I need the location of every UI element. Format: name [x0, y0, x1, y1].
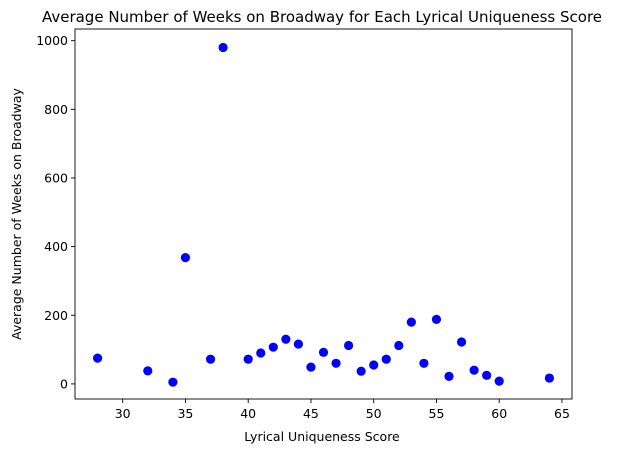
data-point [318, 347, 329, 357]
data-point [168, 377, 178, 387]
data-point [369, 360, 379, 370]
y-tick-label: 200 [44, 308, 68, 323]
data-point [344, 340, 354, 351]
x-tick-label: 30 [115, 406, 131, 421]
data-point [256, 348, 266, 358]
y-axis-label: Average Number of Weeks on Broadway [9, 88, 24, 340]
data-point [394, 340, 404, 351]
y-tick-label: 0 [60, 376, 68, 391]
data-point [444, 371, 454, 381]
x-axis-label: Lyrical Uniqueness Score [244, 429, 400, 444]
x-tick-label: 60 [491, 406, 507, 421]
data-point [482, 370, 492, 380]
data-point [180, 252, 191, 263]
data-point [456, 337, 467, 347]
data-point [205, 354, 216, 364]
x-tick-label: 50 [366, 406, 382, 421]
x-tick-label: 45 [303, 406, 319, 421]
y-tick-label: 400 [44, 239, 68, 254]
y-tick-label: 600 [44, 170, 68, 185]
data-point [469, 365, 479, 375]
data-point [356, 366, 366, 376]
x-tick-label: 35 [177, 406, 193, 421]
data-point [218, 42, 228, 53]
chart-title: Average Number of Weeks on Broadway for … [42, 8, 602, 26]
data-point [544, 373, 555, 383]
data-point [419, 358, 429, 368]
data-point [381, 354, 391, 364]
data-point [331, 358, 341, 368]
y-axis-ticks: 0 200 400 600 800 1000 [36, 33, 75, 391]
x-tick-label: 40 [240, 406, 256, 421]
x-tick-label: 55 [429, 406, 445, 421]
data-point [293, 339, 303, 349]
y-tick-label: 800 [44, 102, 68, 117]
data-point [306, 362, 316, 372]
data-point [406, 317, 416, 327]
data-point [281, 334, 291, 344]
data-point [243, 354, 253, 364]
data-point [143, 366, 153, 376]
x-tick-label: 65 [554, 406, 570, 421]
plot-frame [74, 28, 573, 400]
data-point [92, 353, 103, 363]
x-axis-ticks: 30 35 40 45 50 55 60 65 [115, 399, 570, 421]
data-point [494, 376, 504, 386]
data-points [92, 42, 555, 387]
data-point [268, 342, 278, 352]
y-tick-label: 1000 [36, 33, 68, 48]
data-point [431, 314, 442, 324]
